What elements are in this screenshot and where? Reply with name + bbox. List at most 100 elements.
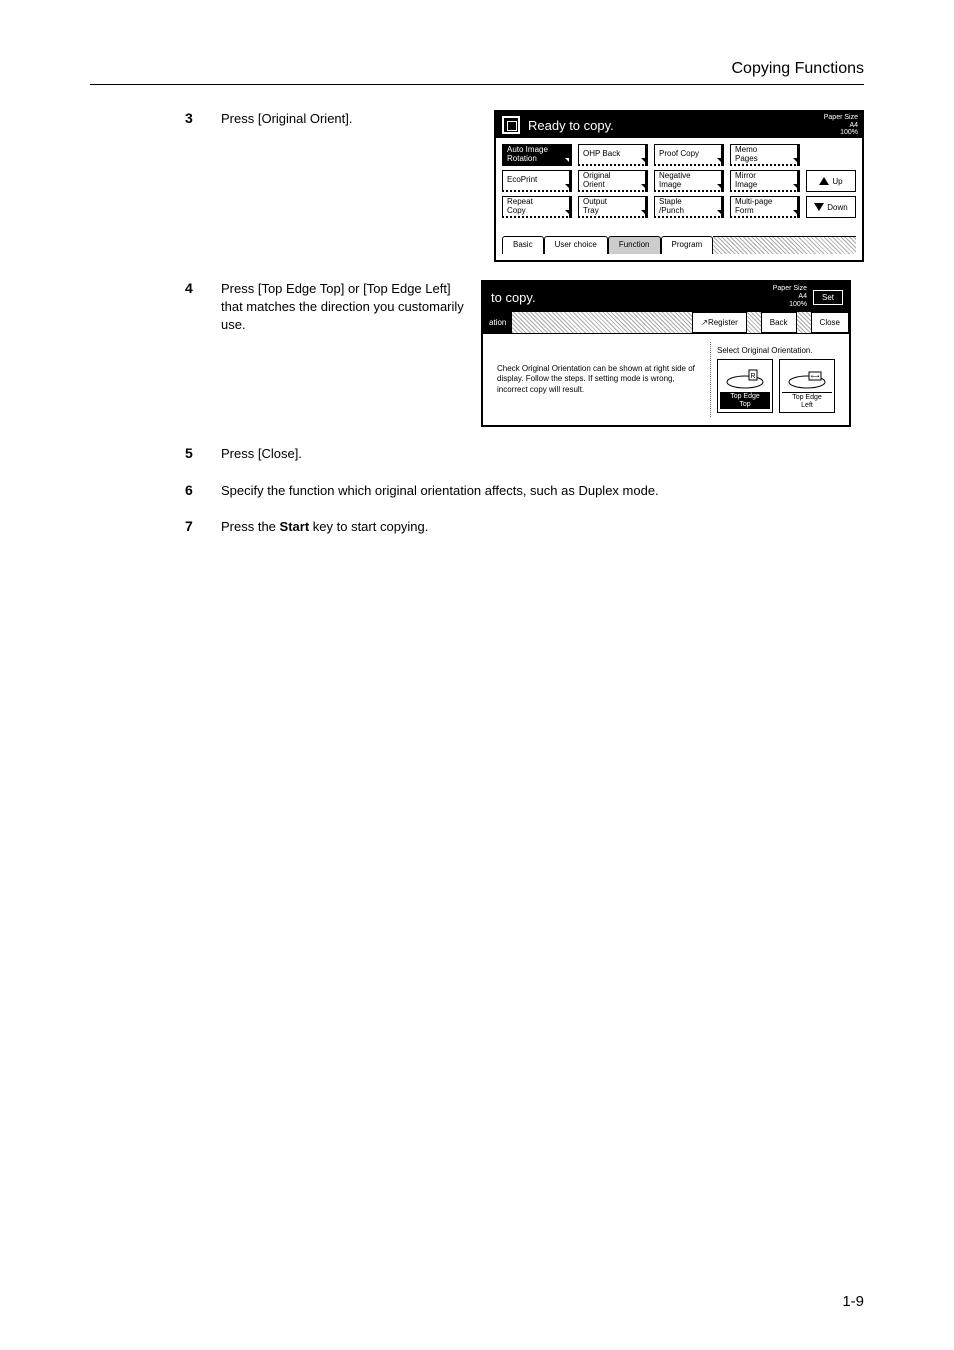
tri-icon	[565, 210, 569, 214]
c2b: Left	[782, 402, 832, 410]
tri-icon	[717, 210, 721, 214]
c1a: Top Edge	[720, 393, 770, 401]
btn-auto-image-rotation[interactable]: Auto Image Rotation	[502, 144, 572, 166]
btn-negative-image[interactable]: Negative Image	[654, 170, 724, 192]
s7-post: key to start copying.	[309, 519, 428, 534]
nav-down-button[interactable]: Down	[806, 196, 856, 218]
copy-icon	[502, 116, 520, 134]
tab-function[interactable]: Function	[608, 236, 661, 254]
ation-cell: ation	[483, 312, 512, 333]
page-number: 1-9	[842, 1293, 864, 1310]
l2: Copy	[507, 207, 567, 216]
btn-multipage-form[interactable]: Multi-page Form	[730, 196, 800, 218]
l2: Rotation	[507, 155, 567, 164]
btn-memo-pages[interactable]: Memo Pages	[730, 144, 800, 166]
l2: Image	[735, 181, 795, 190]
panel2-wrap: to copy. Paper Size A4 100% Set ation ↗R…	[481, 280, 851, 427]
panel1-titlebar: Ready to copy. Paper Size A4 100%	[496, 112, 862, 138]
spacer	[806, 144, 856, 166]
panel2-ps: Paper Size A4 100%	[767, 285, 813, 308]
btn-ohp-back[interactable]: OHP Back	[578, 144, 648, 166]
content-area: 3 Press [Original Orient]. Ready to copy…	[185, 110, 864, 554]
tri-icon	[717, 158, 721, 162]
step7-num: 7	[185, 518, 221, 534]
panel2: to copy. Paper Size A4 100% Set ation ↗R…	[481, 280, 851, 427]
orientation-selector: Select Original Orientation. R Top Edge …	[710, 342, 841, 417]
tri-icon	[793, 210, 797, 214]
ps2-zoom: 100%	[773, 301, 807, 309]
btn-proof-copy[interactable]: Proof Copy	[654, 144, 724, 166]
select-orientation-label: Select Original Orientation.	[717, 346, 835, 355]
btn-original-orient[interactable]: Original Orient	[578, 170, 648, 192]
hatch-spacer	[512, 312, 692, 333]
c1b: Top	[720, 401, 770, 409]
tri-icon	[641, 158, 645, 162]
orient-left-icon: ⟷	[782, 362, 832, 392]
tri-icon	[793, 158, 797, 162]
opt-top-edge-top[interactable]: R Top Edge Top	[717, 359, 773, 413]
btn-ecoprint[interactable]: EcoPrint	[502, 170, 572, 192]
tab-basic[interactable]: Basic	[502, 236, 544, 254]
ps-value: A4	[824, 122, 858, 130]
btn-mirror-image[interactable]: Mirror Image	[730, 170, 800, 192]
arrow-up-icon	[819, 177, 829, 185]
svg-text:R: R	[750, 373, 755, 380]
step7-text: Press the Start key to start copying.	[221, 518, 864, 536]
cap2: Top Edge Left	[782, 392, 832, 410]
panel1: Ready to copy. Paper Size A4 100% Auto I…	[494, 110, 864, 262]
panel2-titlebar: to copy. Paper Size A4 100% Set	[483, 282, 849, 312]
tab-hatch	[713, 236, 856, 254]
step6-text: Specify the function which original orie…	[221, 482, 864, 500]
ps2-label: Paper Size	[773, 285, 807, 293]
step-4: 4 Press [Top Edge Top] or [Top Edge Left…	[185, 280, 864, 427]
l1: Proof Copy	[659, 150, 719, 159]
btn-staple-punch[interactable]: Staple /Punch	[654, 196, 724, 218]
step-5: 5 Press [Close].	[185, 445, 864, 463]
tri-icon	[565, 184, 569, 188]
svg-text:⟷: ⟷	[811, 374, 820, 380]
hatch-spacer2	[747, 312, 761, 333]
nav-up-button[interactable]: Up	[806, 170, 856, 192]
l2: Form	[735, 207, 795, 216]
btn-output-tray[interactable]: Output Tray	[578, 196, 648, 218]
tri-icon	[641, 210, 645, 214]
panel1-title: Ready to copy.	[528, 118, 614, 133]
hatch-spacer3	[797, 312, 811, 333]
cap1: Top Edge Top	[720, 392, 770, 409]
c2a: Top Edge	[782, 394, 832, 402]
step6-num: 6	[185, 482, 221, 498]
panel1-body: Auto Image Rotation OHP Back Proof Copy	[496, 138, 862, 260]
ps2-value: A4	[773, 293, 807, 301]
tri-icon	[717, 184, 721, 188]
panel2-title: to copy.	[483, 290, 767, 305]
s7-bold: Start	[280, 519, 310, 534]
ps-zoom: 100%	[824, 129, 858, 137]
set-badge: Set	[813, 290, 843, 305]
step5-num: 5	[185, 445, 221, 461]
opt-top-edge-left[interactable]: ⟷ Top Edge Left	[779, 359, 835, 413]
tab-program[interactable]: Program	[661, 236, 714, 254]
btn-repeat-copy[interactable]: Repeat Copy	[502, 196, 572, 218]
panel1-tabs: Basic User choice Function Program	[502, 236, 856, 254]
register-button[interactable]: ↗Register	[692, 312, 747, 333]
arrow-down-icon	[814, 203, 824, 211]
nav-up-label: Up	[832, 177, 842, 186]
tri-icon	[565, 158, 569, 162]
orientation-options: R Top Edge Top ⟷	[717, 359, 835, 413]
l2: /Punch	[659, 207, 719, 216]
tab-user-choice[interactable]: User choice	[544, 236, 608, 254]
panel2-toolbar: ation ↗Register Back Close	[483, 312, 849, 334]
l2: Image	[659, 181, 719, 190]
step3-text: Press [Original Orient].	[221, 110, 494, 128]
tri-icon	[793, 184, 797, 188]
l2: Tray	[583, 207, 643, 216]
close-button[interactable]: Close	[811, 312, 849, 333]
step-6: 6 Specify the function which original or…	[185, 482, 864, 500]
orient-top-icon: R	[720, 362, 770, 392]
l1: OHP Back	[583, 150, 643, 159]
paper-size-corner: Paper Size A4 100%	[824, 114, 858, 137]
l2: Pages	[735, 155, 795, 164]
nav-down-label: Down	[827, 203, 847, 212]
step5-text: Press [Close].	[221, 445, 864, 463]
back-button[interactable]: Back	[761, 312, 797, 333]
